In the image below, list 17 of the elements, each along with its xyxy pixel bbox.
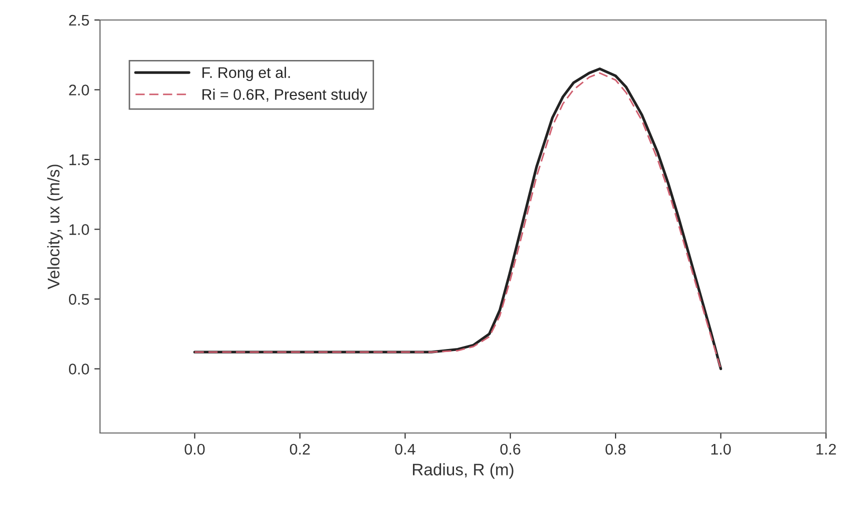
y-tick-label: 2.0	[69, 84, 89, 96]
x-tick-label: 0.4	[395, 444, 416, 455]
x-tick-label: 1.0	[711, 444, 731, 455]
y-tick-label: 2.5	[69, 14, 89, 26]
legend-label: F. Rong et al.	[202, 66, 290, 82]
x-tick-label: 1.2	[816, 444, 836, 454]
legend-label: Ri = 0.6R, Present study	[202, 88, 368, 103]
y-tick-label: 1.0	[70, 224, 89, 235]
x-tick-label: 0.6	[500, 444, 520, 455]
x-tick-label: 0.0	[184, 444, 205, 455]
x-tick-label: 0.8	[606, 444, 626, 455]
y-axis-title: Velocity, ux (m/s)	[47, 164, 63, 290]
x-axis-title: Radius, R (m)	[412, 463, 514, 479]
y-tick-label: 0.5	[68, 294, 89, 305]
y-tick-label: 0.0	[68, 364, 89, 375]
y-tick-label: 1.5	[70, 154, 89, 166]
x-tick-label: 0.2	[290, 444, 310, 455]
